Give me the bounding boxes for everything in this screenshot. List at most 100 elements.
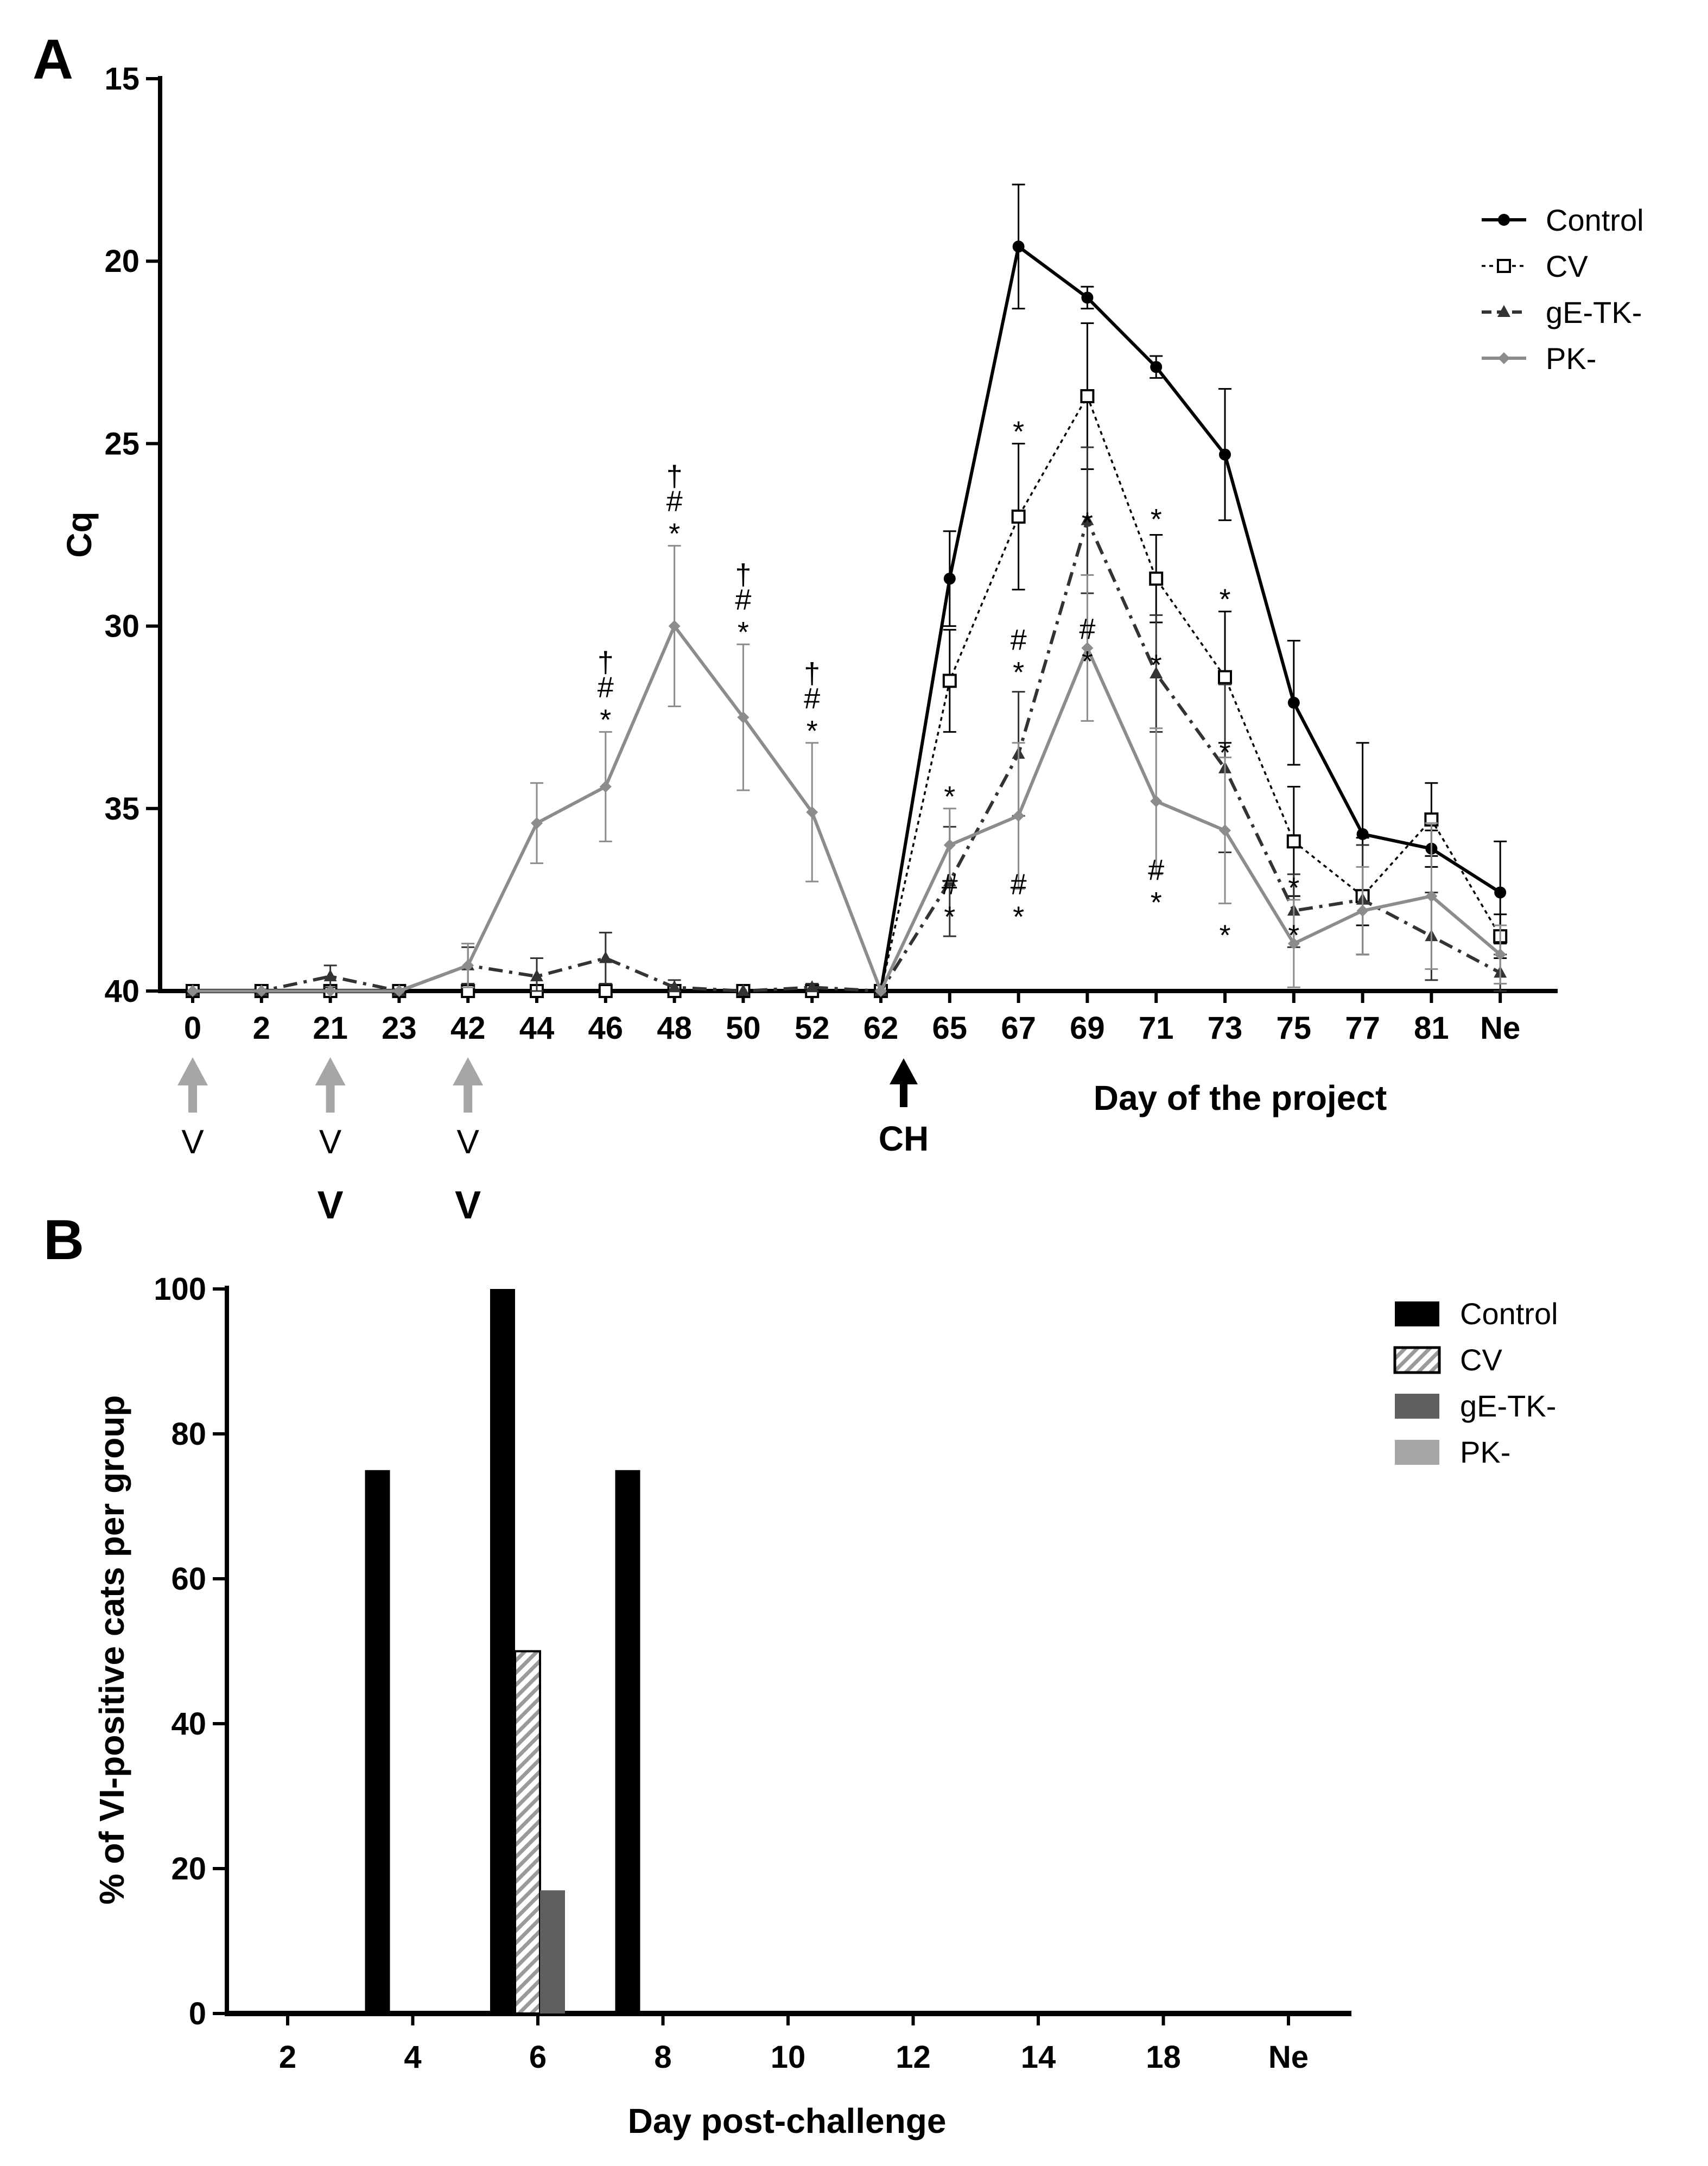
bar xyxy=(514,1650,541,2015)
x-tick-label: 73 xyxy=(1208,1011,1243,1046)
bars-control xyxy=(365,1289,640,2013)
legend-label: Control xyxy=(1546,203,1644,237)
data-point xyxy=(1425,890,1438,903)
legend-label: CV xyxy=(1460,1343,1502,1377)
data-point xyxy=(1494,886,1507,899)
y-tick-label: 40 xyxy=(104,974,139,1009)
data-point xyxy=(1286,834,1301,849)
x-tick-label: 69 xyxy=(1070,1011,1105,1046)
significance-mark: * xyxy=(1082,507,1093,539)
data-point xyxy=(1012,810,1025,822)
x-tick-label: Ne xyxy=(1480,1011,1520,1046)
significance-mark: * xyxy=(1082,645,1093,678)
bar xyxy=(490,1289,515,2013)
data-point xyxy=(187,985,199,997)
bar xyxy=(365,1470,390,2013)
significance-mark: * xyxy=(944,780,955,813)
significance-mark: * xyxy=(944,901,955,933)
data-point xyxy=(1219,824,1231,837)
y-tick-label: 35 xyxy=(104,791,139,827)
bar xyxy=(540,1890,565,2013)
legend-label: PK- xyxy=(1546,341,1596,376)
x-tick-label: 44 xyxy=(519,1011,555,1046)
significance-mark: * xyxy=(1013,415,1024,448)
x-tick-label: 12 xyxy=(896,2040,931,2075)
x-tick-label: 21 xyxy=(313,1011,348,1046)
data-point xyxy=(1150,795,1163,808)
significance-mark: * xyxy=(1151,503,1162,536)
series-line xyxy=(193,245,1501,993)
data-point xyxy=(943,573,956,585)
data-point xyxy=(943,839,956,852)
data-point xyxy=(1150,361,1163,373)
y-axis-title: Cq xyxy=(60,511,99,557)
data-point xyxy=(668,620,681,632)
y-tick-label: 25 xyxy=(104,426,139,461)
x-tick-label: 48 xyxy=(657,1011,692,1046)
legend-swatch xyxy=(1395,1394,1439,1419)
x-tick-label: 6 xyxy=(529,2040,547,2075)
y-tick-label: 60 xyxy=(171,1561,206,1597)
x-tick-label: 46 xyxy=(588,1011,624,1046)
legend-label: CV xyxy=(1546,249,1588,283)
legend-label: gE-TK- xyxy=(1460,1389,1556,1423)
significance-mark: * xyxy=(1219,919,1230,951)
y-tick-label: 15 xyxy=(104,61,139,97)
x-tick-label: 65 xyxy=(932,1011,968,1046)
x-tick-label: 4 xyxy=(404,2040,421,2075)
significance-mark: # xyxy=(1011,868,1027,901)
significance-mark: † xyxy=(804,657,820,690)
significance-mark: # xyxy=(804,682,820,715)
significance-mark: # xyxy=(1079,613,1095,645)
series-line xyxy=(193,395,1501,992)
x-tick-label: 52 xyxy=(795,1011,830,1046)
legend-swatch xyxy=(1393,1346,1441,1374)
significance-mark: # xyxy=(942,868,958,901)
significance-mark: # xyxy=(1011,624,1027,656)
vaccination-arrow-head xyxy=(453,1057,484,1085)
data-point xyxy=(1012,240,1025,253)
legend-marker xyxy=(1498,214,1510,226)
vaccination-label: V xyxy=(319,1123,342,1161)
x-tick-label: 81 xyxy=(1414,1011,1449,1046)
bar xyxy=(615,1470,640,2013)
significance-mark: * xyxy=(1013,901,1024,933)
significance-mark: * xyxy=(1219,583,1230,616)
x-tick-label: 62 xyxy=(863,1011,899,1046)
significance-mark: * xyxy=(1219,736,1230,769)
significance-mark: * xyxy=(669,518,680,550)
data-point xyxy=(1287,696,1300,709)
y-axis-title: % of VI-positive cats per group xyxy=(92,1395,131,1905)
x-tick-label: Ne xyxy=(1268,2040,1309,2075)
data-point xyxy=(806,806,818,818)
y-tick-label: 20 xyxy=(104,244,139,279)
significance-mark: * xyxy=(738,616,749,649)
data-point xyxy=(531,817,543,829)
significance-mark: # xyxy=(1148,854,1164,886)
vaccination-arrow-head xyxy=(315,1057,346,1085)
data-point xyxy=(1081,291,1094,304)
significance-mark: † xyxy=(735,558,751,591)
x-tick-label: 42 xyxy=(450,1011,486,1046)
x-axis-title: Day of the project xyxy=(1094,1078,1387,1117)
y-tick-label: 40 xyxy=(171,1706,206,1742)
y-tick-label: 30 xyxy=(104,609,139,644)
bars-cv xyxy=(514,1650,541,2015)
data-point xyxy=(1356,905,1369,917)
x-tick-label: 75 xyxy=(1277,1011,1312,1046)
panel-b-bar-chart: 0 20 40 60 80 100 2 4 6 8 10 12 14 18 Ne Day post-chall… xyxy=(92,1272,1558,2140)
x-tick-label: 23 xyxy=(382,1011,417,1046)
y-tick-label: 0 xyxy=(189,1996,206,2031)
significance-mark: † xyxy=(598,646,614,679)
vaccination-bold-label: V xyxy=(455,1184,481,1227)
data-point xyxy=(462,959,474,971)
challenge-arrow-head xyxy=(890,1058,918,1084)
data-point xyxy=(805,980,819,993)
data-point xyxy=(598,984,613,998)
bars-ge-tk- xyxy=(540,1890,565,2013)
x-tick-label: 77 xyxy=(1345,1011,1380,1046)
significance-mark: * xyxy=(1288,919,1299,951)
x-axis-title: Day post-challenge xyxy=(628,2101,947,2140)
significance-mark: * xyxy=(807,715,818,747)
panel-b-letter: B xyxy=(43,1209,84,1272)
